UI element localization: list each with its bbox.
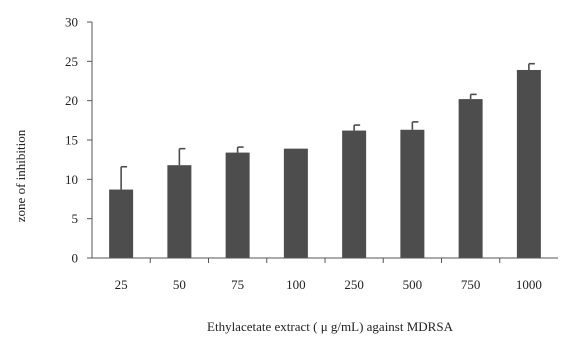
bar xyxy=(400,129,425,258)
x-tick-label: 250 xyxy=(344,277,364,292)
bars xyxy=(109,62,541,259)
y-tick-label: 0 xyxy=(72,251,79,266)
x-tick-label: 1000 xyxy=(516,277,542,292)
y-tick-label: 20 xyxy=(65,93,78,108)
x-tick-label: 25 xyxy=(115,277,128,292)
y-tick-label: 25 xyxy=(65,54,78,69)
x-tick-label: 500 xyxy=(403,277,423,292)
x-tick-label: 100 xyxy=(286,277,306,292)
bar xyxy=(342,130,367,258)
x-tick-label: 75 xyxy=(231,277,244,292)
x-axis-title: Ethylacetate extract ( μ g/mL) against M… xyxy=(207,319,454,334)
y-tick-label: 15 xyxy=(65,133,78,148)
x-tick-label: 750 xyxy=(461,277,481,292)
y-tick-label: 30 xyxy=(65,15,78,30)
y-axis-ticks: 0 5 10 15 20 25 30 xyxy=(65,15,92,266)
x-tick-label: 50 xyxy=(173,277,186,292)
bar xyxy=(458,99,483,259)
bar xyxy=(516,69,541,258)
bar xyxy=(167,165,192,258)
x-axis-ticks: 25 50 75 100 250 500 750 1000 xyxy=(115,258,542,292)
y-axis-title: zone of inhibition xyxy=(13,129,28,222)
bar xyxy=(283,148,308,258)
bar xyxy=(225,152,250,258)
y-tick-label: 10 xyxy=(65,172,78,187)
bar xyxy=(109,189,134,258)
y-tick-label: 5 xyxy=(72,211,79,226)
